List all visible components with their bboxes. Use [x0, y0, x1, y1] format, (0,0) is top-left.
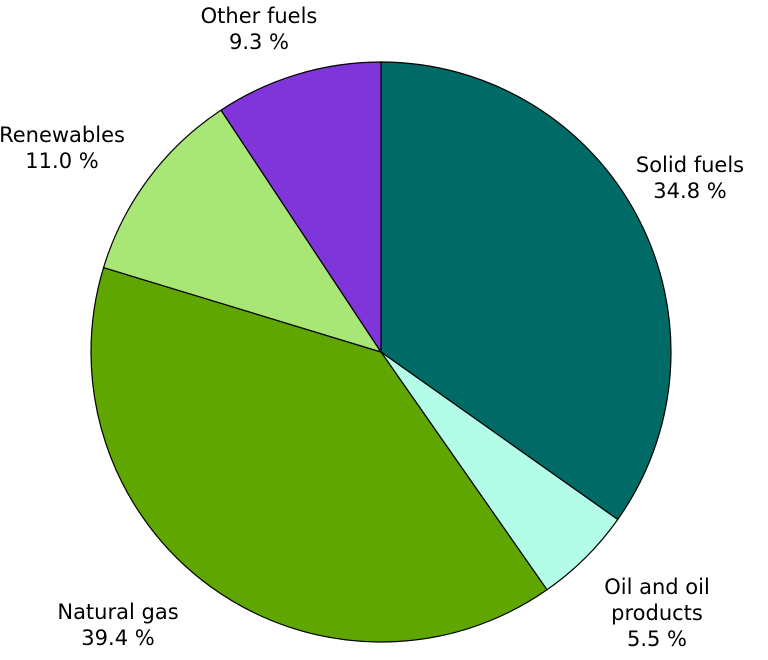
pie-slice — [380, 61, 672, 521]
slice-label: Oil and oil products 5.5 % — [582, 574, 732, 652]
slice-label: Natural gas 39.4 % — [57, 599, 178, 651]
pie-slice — [90, 266, 548, 643]
category: Other fuels — [200, 4, 318, 28]
value-label: 39.4 % — [81, 626, 155, 650]
value-label: 34.8 % — [653, 179, 727, 203]
slice-label: Solid fuels 34.8 % — [636, 152, 744, 204]
category: Oil and oil products — [604, 575, 710, 625]
value-label: 5.5 % — [626, 627, 688, 651]
pie-slice — [102, 109, 383, 354]
value-label: 9.3 % — [228, 30, 290, 54]
category: Solid fuels — [635, 153, 745, 177]
pie-slice — [220, 61, 382, 354]
slice-label: Renewables 11.0 % — [0, 122, 125, 174]
slice-label: Other fuels 9.3 % — [201, 3, 318, 55]
category: Natural gas — [57, 600, 179, 624]
value-label: 11.0 % — [25, 149, 99, 173]
category: Renewables — [0, 123, 125, 147]
